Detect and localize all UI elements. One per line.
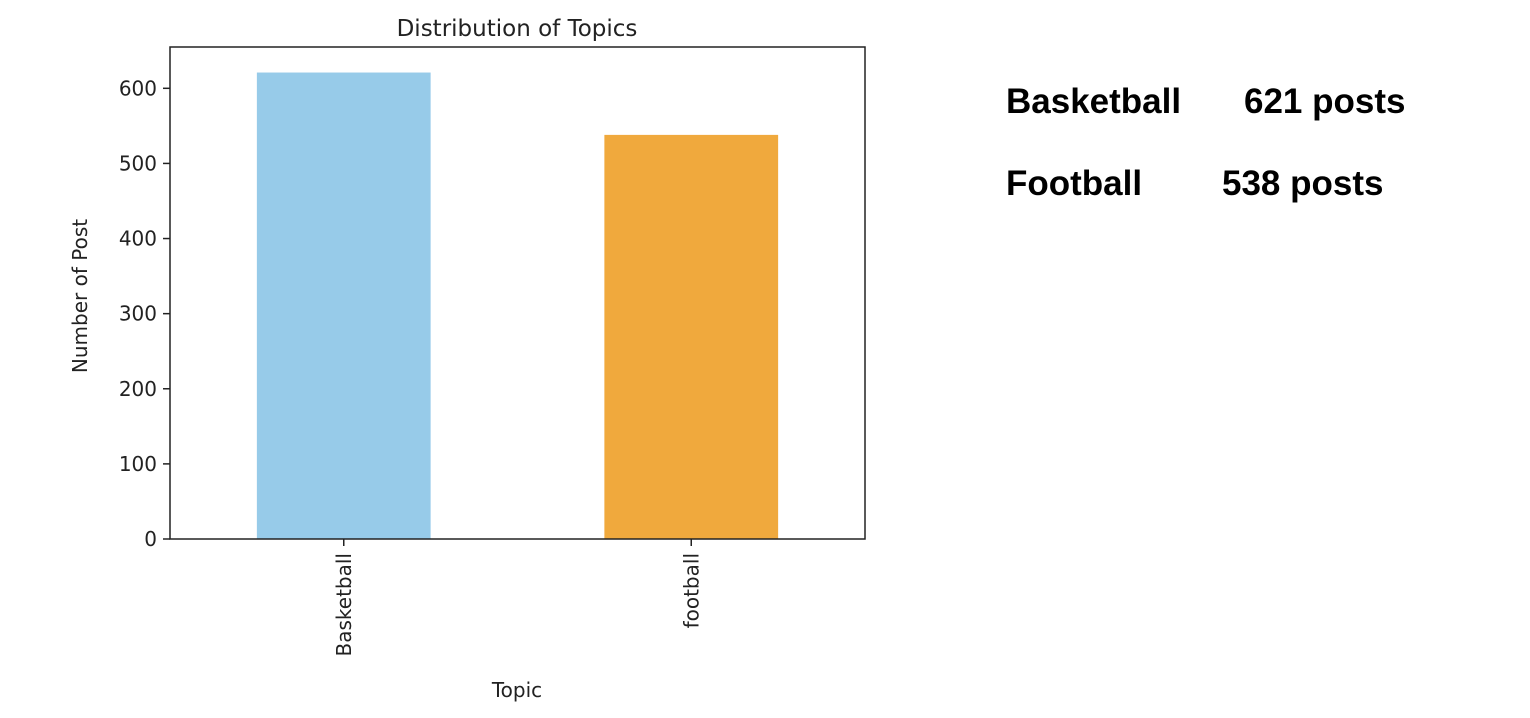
plot-frame: [169, 46, 866, 540]
y-tick-label: 200: [119, 377, 157, 401]
x-tick-label-football: football: [679, 553, 703, 628]
x-axis-label: Topic: [491, 678, 542, 702]
bar-chart: Distribution of Topics Number of Post To…: [68, 16, 866, 702]
y-tick-label: 300: [119, 302, 157, 326]
y-tick-label: 0: [144, 527, 157, 551]
summary-label-football: Football: [1006, 164, 1143, 203]
chart-title: Distribution of Topics: [397, 16, 638, 42]
bar-basketball: [256, 72, 431, 539]
bar-football: [604, 134, 779, 539]
y-tick-label: 100: [119, 452, 157, 476]
y-tick-label: 500: [119, 151, 157, 175]
y-tick-label: 400: [119, 227, 157, 251]
summary-label-basketball: Basketball: [1006, 82, 1182, 121]
summary-value-basketball: 621 posts: [1244, 82, 1406, 121]
y-tick-label: 600: [119, 76, 157, 100]
y-axis-label: Number of Post: [68, 219, 92, 373]
summary-value-football: 538 posts: [1222, 164, 1384, 203]
x-tick-label-basketball: Basketball: [332, 553, 356, 656]
